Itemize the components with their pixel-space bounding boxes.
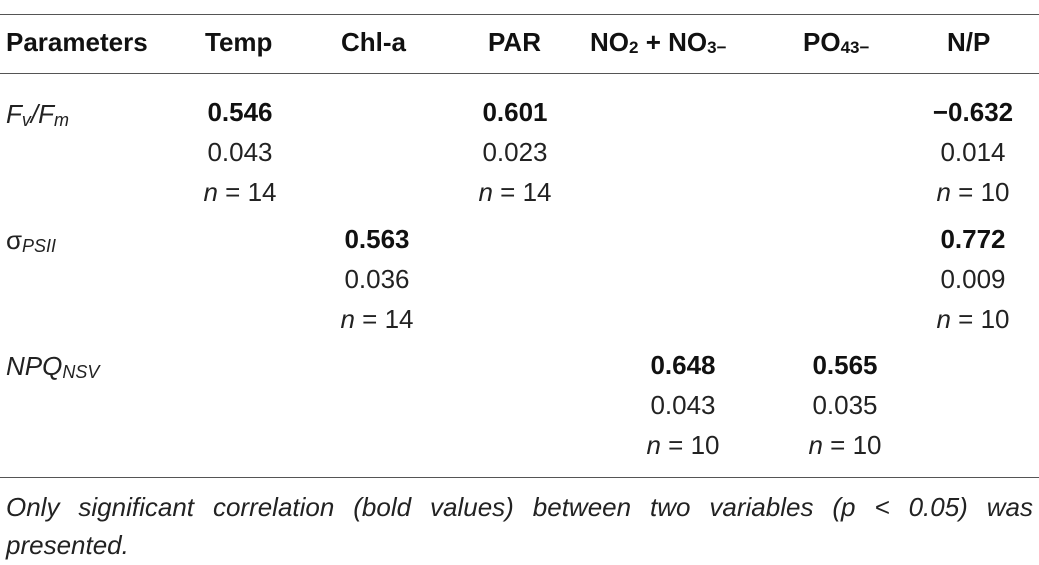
correlation-value: 0.772 (940, 224, 1006, 254)
n-value: = 10 (950, 177, 1010, 207)
sample-size: n = 14 (175, 172, 305, 212)
cell-sigma-np: 0.772 0.009 n = 10 (908, 219, 1038, 339)
row1-label-sub: v (21, 110, 31, 130)
header-phosphate: PO43− (803, 26, 869, 62)
sample-size: n = 14 (450, 172, 580, 212)
header-np-ratio: N/P (947, 27, 991, 57)
sample-size: n = 10 (908, 299, 1038, 339)
n-symbol: n (808, 430, 823, 460)
correlation-value: 0.601 (482, 97, 548, 127)
n-symbol: n (340, 304, 355, 334)
header-parameters: Parameters (6, 27, 148, 57)
header-chl-a: Chl-a (341, 27, 406, 57)
bottom-rule (0, 477, 1039, 478)
correlation-value: 0.546 (207, 97, 273, 127)
top-rule (0, 14, 1039, 15)
p-value: 0.009 (940, 264, 1006, 294)
header-rule (0, 73, 1039, 74)
cell-fvfm-np: −0.632 0.014 n = 10 (908, 92, 1038, 212)
row1-label-mid: /F (30, 99, 54, 129)
cell-fvfm-par: 0.601 0.023 n = 14 (450, 92, 580, 212)
header-no-text: NO (590, 27, 629, 57)
n-symbol: n (936, 304, 951, 334)
row-label-npq-nsv: NPQNSV (6, 350, 99, 385)
sample-size: n = 10 (618, 425, 748, 465)
header-po-text: PO (803, 27, 841, 57)
correlation-value: 0.565 (812, 350, 878, 380)
p-value: 0.035 (812, 390, 878, 420)
p-value: 0.036 (344, 264, 410, 294)
n-value: = 14 (492, 177, 552, 207)
row1-label-sub2: m (54, 110, 69, 130)
n-value: = 10 (660, 430, 720, 460)
cell-npq-nitrite-nitrate: 0.648 0.043 n = 10 (618, 345, 748, 465)
header-nitrite-nitrate: NO2 + NO3− (590, 26, 727, 62)
n-value: = 10 (950, 304, 1010, 334)
n-value: = 14 (217, 177, 277, 207)
n-value: = 14 (354, 304, 414, 334)
p-value: 0.043 (207, 137, 273, 167)
header-po-sub: 43− (840, 38, 870, 57)
table-footnote: Only significant correlation (bold value… (6, 492, 1033, 560)
correlation-value: 0.563 (344, 224, 410, 254)
row2-label-main: σ (6, 225, 23, 255)
p-value: 0.023 (482, 137, 548, 167)
sample-size: n = 14 (312, 299, 442, 339)
sample-size: n = 10 (908, 172, 1038, 212)
p-value: 0.014 (940, 137, 1006, 167)
n-symbol: n (203, 177, 218, 207)
row3-label-main: NPQ (6, 351, 63, 381)
header-par: PAR (488, 27, 541, 57)
correlation-value: 0.648 (650, 350, 716, 380)
header-temp: Temp (205, 27, 273, 57)
row1-label-main: F (6, 99, 22, 129)
sample-size: n = 10 (780, 425, 910, 465)
n-value: = 10 (822, 430, 882, 460)
n-symbol: n (936, 177, 951, 207)
header-no-mid: + NO (638, 27, 708, 57)
cell-npq-phosphate: 0.565 0.035 n = 10 (780, 345, 910, 465)
cell-sigma-chl-a: 0.563 0.036 n = 14 (312, 219, 442, 339)
row-label-fv-fm: Fv/Fm (6, 98, 69, 133)
row2-label-sub: PSII (22, 236, 57, 256)
cell-fvfm-temp: 0.546 0.043 n = 14 (175, 92, 305, 212)
row3-label-sub: NSV (62, 362, 100, 382)
header-no-sub1: 2 (629, 38, 639, 57)
correlation-value: −0.632 (932, 97, 1014, 127)
row-label-sigma-psii: σPSII (6, 224, 56, 259)
header-no-sub2: 3− (707, 38, 727, 57)
n-symbol: n (646, 430, 661, 460)
p-value: 0.043 (650, 390, 716, 420)
n-symbol: n (478, 177, 493, 207)
